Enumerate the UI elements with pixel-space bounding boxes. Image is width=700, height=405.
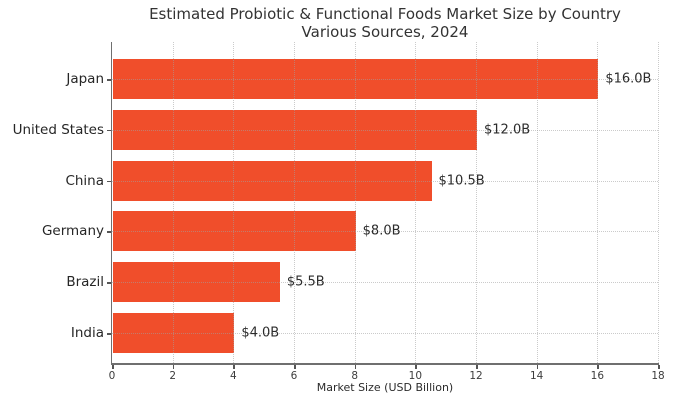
x-tick-mark	[112, 365, 114, 369]
x-tick-label: 8	[351, 370, 358, 382]
y-tick-mark	[107, 231, 111, 233]
y-tick-mark	[107, 79, 111, 81]
x-tick-mark	[354, 365, 357, 369]
x-tick-label: 4	[229, 370, 237, 382]
x-tick-mark	[476, 365, 478, 369]
x-tick-mark	[172, 365, 175, 369]
y-tick-label-brazil: Brazil	[66, 274, 104, 291]
x-axis-title: Market Size (USD Billion)	[316, 381, 454, 394]
chart-title-line2: Various Sources, 2024	[301, 22, 469, 41]
x-tick-mark	[233, 365, 235, 369]
gridline-horizontal	[112, 79, 658, 80]
x-tick-label: 12	[469, 370, 483, 382]
x-tick-mark	[597, 365, 599, 369]
y-axis-spine	[110, 42, 112, 365]
y-tick-mark	[107, 333, 111, 335]
x-tick-mark	[658, 365, 660, 369]
x-tick-label: 10	[408, 370, 423, 382]
x-tick-label: 18	[651, 370, 665, 382]
y-tick-label-germany: Germany	[41, 223, 104, 240]
y-tick-label-china: China	[65, 172, 104, 189]
y-tick-mark	[107, 129, 111, 132]
x-axis-spine	[110, 363, 659, 365]
x-tick-label: 14	[529, 370, 544, 382]
gridline-horizontal	[112, 333, 658, 334]
bar-value-label: $5.5B	[286, 274, 325, 290]
bar-value-label: $12.0B	[484, 122, 531, 138]
gridline-vertical	[354, 42, 356, 363]
gridline-vertical	[233, 42, 235, 363]
x-tick-label: 6	[290, 370, 298, 382]
gridline-vertical	[415, 42, 417, 363]
gridline-horizontal	[112, 231, 658, 233]
chart-title: Estimated Probiotic & Functional Foods M…	[112, 5, 658, 41]
y-tick-mark	[107, 282, 111, 284]
gridline-vertical	[172, 42, 174, 363]
gridline-vertical	[597, 42, 599, 363]
y-tick-label-japan: Japan	[66, 71, 104, 87]
gridline-vertical	[294, 42, 295, 363]
x-tick-label: 0	[108, 370, 116, 382]
bar-value-label: $8.0B	[362, 223, 401, 239]
bar-value-label: $10.5B	[438, 173, 485, 189]
y-tick-mark	[107, 180, 111, 183]
y-tick-label-india: India	[70, 325, 104, 341]
x-tick-mark	[415, 365, 417, 369]
gridline-vertical	[658, 42, 659, 363]
y-tick-label-united-states: United States	[12, 121, 104, 138]
x-tick-label: 16	[590, 370, 605, 382]
gridline-vertical	[476, 42, 477, 363]
bar-value-label: $4.0B	[241, 325, 280, 341]
bar-value-label: $16.0B	[605, 71, 652, 87]
x-tick-mark	[294, 365, 296, 369]
x-tick-label: 2	[169, 370, 176, 382]
gridline-horizontal	[112, 282, 658, 284]
x-tick-mark	[536, 365, 539, 369]
gridline-horizontal	[112, 129, 658, 131]
gridline-vertical	[536, 42, 538, 363]
gridline-horizontal	[112, 180, 658, 182]
chart-title-line1: Estimated Probiotic & Functional Foods M…	[149, 5, 621, 23]
